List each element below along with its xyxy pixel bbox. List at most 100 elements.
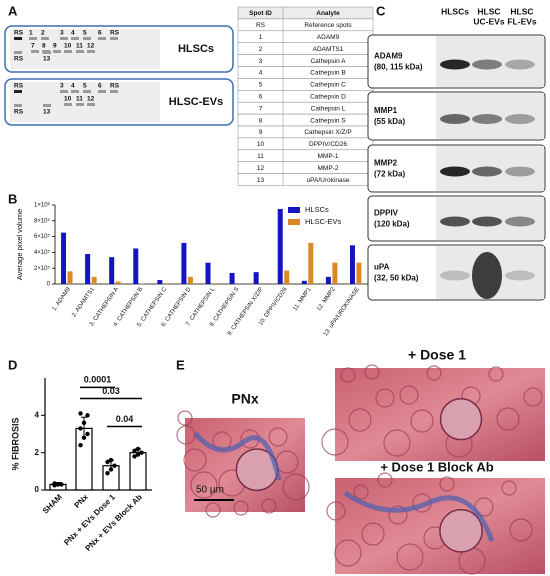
tubule — [364, 364, 380, 380]
spot — [14, 90, 22, 93]
image-label: + Dose 1 — [408, 347, 466, 363]
band — [505, 166, 535, 177]
spot-id: 1 — [29, 30, 33, 37]
band — [505, 114, 535, 124]
band — [440, 114, 470, 124]
blot-label: (80, 115 kDa) — [374, 63, 423, 72]
y-tick-label: 4 — [35, 410, 40, 419]
x-tick-label: 12. MMP2 — [316, 286, 337, 312]
bar — [115, 281, 121, 284]
column-header: UC-EVs — [473, 16, 504, 26]
column-header: FL-EVs — [507, 16, 537, 26]
tubule — [488, 366, 504, 382]
spot — [53, 50, 61, 53]
bar — [277, 208, 283, 284]
spot-id: 3 — [60, 83, 64, 90]
y-tick-label: 4×10⁵ — [34, 249, 51, 256]
tubule — [321, 428, 349, 456]
blot-label: HLSCs — [178, 43, 214, 55]
data-point — [105, 459, 110, 465]
table-cell: Cathepsin D — [310, 93, 346, 100]
spot-id: 11 — [76, 96, 83, 103]
bar — [332, 262, 338, 284]
glomerulus — [439, 508, 483, 553]
blot-label: uPA — [374, 263, 390, 272]
bar — [205, 262, 211, 284]
spot — [83, 90, 91, 93]
data-point — [52, 481, 57, 486]
band — [472, 216, 502, 227]
blot-label: MMP2 — [374, 159, 398, 168]
y-tick-label: 6×10⁵ — [34, 233, 51, 240]
column-header: HLSC — [510, 6, 533, 16]
panel-label: A — [8, 3, 18, 18]
spot — [87, 103, 95, 106]
tubule — [426, 365, 442, 381]
y-tick-label: 2×10⁵ — [34, 265, 51, 272]
spot — [98, 37, 106, 40]
table-cell: Reference spots — [304, 22, 352, 29]
spot-id: 12 — [87, 96, 95, 103]
data-point — [112, 463, 117, 468]
table-cell: Cathepsin B — [310, 70, 345, 77]
spot — [14, 37, 22, 40]
bar — [284, 270, 290, 284]
bar — [133, 248, 139, 284]
membrane — [10, 29, 160, 69]
bar — [325, 276, 331, 284]
table-cell: ADAMTS1 — [313, 46, 344, 53]
y-axis-title: % FIBROSIS — [10, 417, 20, 470]
bar — [181, 242, 187, 284]
tubule — [233, 500, 249, 516]
table-cell: 11 — [257, 153, 264, 160]
column-header: HLSCs — [441, 6, 469, 16]
band — [505, 270, 535, 281]
spot-id: 4 — [71, 30, 75, 37]
data-point — [59, 482, 64, 487]
blot-label: (32, 50 kDa) — [374, 274, 419, 283]
p-value: 0.03 — [102, 386, 120, 396]
spot — [43, 104, 51, 107]
tubule — [501, 480, 517, 496]
spot — [87, 50, 95, 53]
table-cell: 7 — [259, 105, 263, 112]
tubule — [410, 409, 434, 433]
bar — [109, 257, 115, 284]
table-cell: 6 — [259, 93, 263, 100]
spot-id: 6 — [98, 30, 102, 37]
tubule — [361, 522, 385, 546]
data-point — [139, 450, 144, 455]
blot-label: MMP1 — [374, 106, 398, 115]
spot-id: 12 — [87, 43, 95, 50]
tubule — [340, 367, 356, 383]
table-cell: 12 — [257, 165, 265, 172]
table-cell: Cathepsin X/Z/P — [304, 129, 351, 136]
band — [440, 270, 470, 281]
data-point — [108, 467, 114, 472]
tubule — [348, 408, 372, 432]
spot-id: RS — [14, 30, 24, 37]
spot — [71, 37, 79, 40]
data-point — [81, 435, 87, 440]
table-cell: 5 — [259, 82, 263, 89]
bar — [187, 276, 193, 284]
y-tick-label: 8×10⁵ — [34, 217, 51, 224]
spot — [41, 37, 49, 40]
legend-swatch — [288, 207, 300, 213]
membrane — [10, 82, 160, 122]
table-cell: MMP-1 — [318, 153, 339, 160]
spot — [14, 51, 22, 54]
spot-id: RS — [14, 109, 24, 116]
spot-id: 13 — [43, 109, 51, 116]
tubule — [396, 543, 424, 571]
glomerulus — [439, 397, 483, 441]
tubule — [261, 498, 277, 514]
tubule — [509, 518, 533, 542]
table-header: Spot ID — [249, 10, 272, 17]
spot-id: RS — [14, 56, 24, 63]
spot — [60, 37, 68, 40]
bar — [308, 242, 314, 284]
band — [505, 59, 535, 70]
tubule — [399, 385, 419, 405]
